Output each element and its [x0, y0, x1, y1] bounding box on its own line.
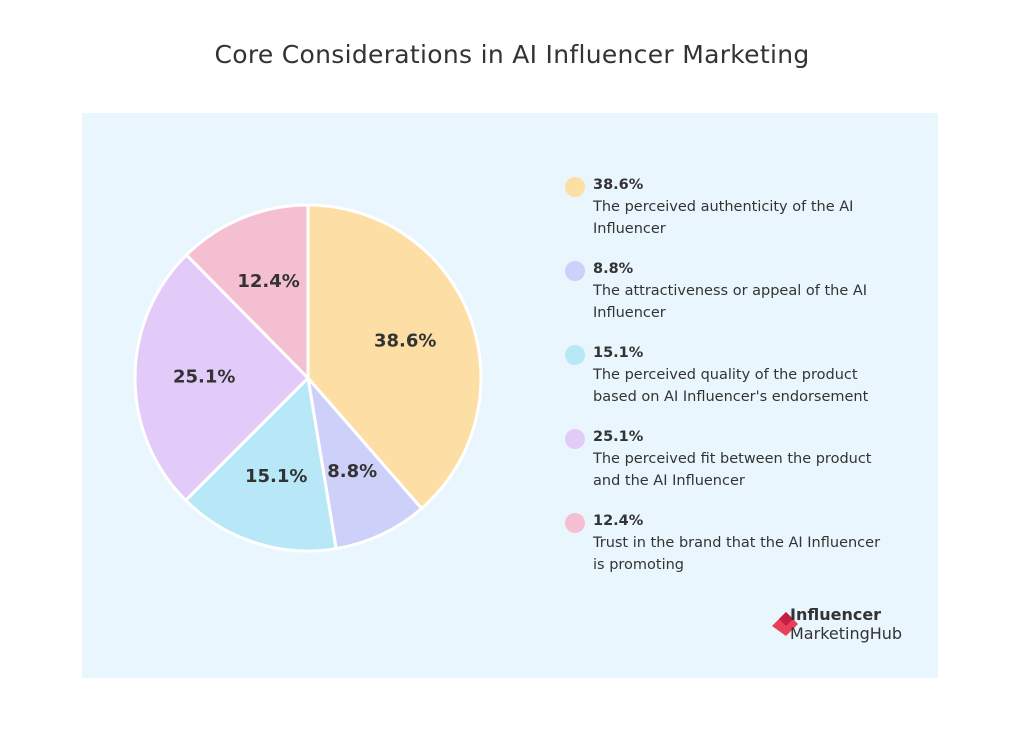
slice-label: 25.1%	[173, 367, 235, 388]
pie: 38.6% 8.8% 15.1% 25.1% 12.4%	[133, 203, 483, 553]
slice-label: 38.6%	[374, 331, 436, 352]
brand-logo: Influencer MarketingHub	[772, 605, 902, 643]
legend-value: 8.8%	[593, 261, 634, 277]
legend-swatch	[565, 429, 585, 449]
legend-label: The perceived quality of the product bas…	[593, 367, 869, 405]
slice-label: 8.8%	[327, 461, 377, 482]
pie-slice	[306, 376, 424, 551]
legend-swatch	[565, 261, 585, 281]
legend-swatch	[565, 177, 585, 197]
slice-label: 12.4%	[237, 271, 299, 292]
logo-text: Influencer	[790, 605, 881, 624]
legend-text: 38.6% The perceived authenticity of the A…	[593, 174, 893, 240]
logo-mark	[779, 612, 793, 626]
legend-label: The perceived fit between the product an…	[593, 451, 872, 489]
legend-value: 38.6%	[593, 177, 644, 193]
legend-text: 12.4% Trust in the brand that the AI Infl…	[593, 510, 893, 576]
legend-value: 15.1%	[593, 345, 644, 361]
legend-value: 25.1%	[593, 429, 644, 445]
legend-text: 15.1% The perceived quality of the produc…	[593, 342, 893, 408]
legend-text: 8.8% The attractiveness or appeal of the …	[593, 258, 893, 324]
legend-swatch	[565, 513, 585, 533]
legend-swatch	[565, 345, 585, 365]
pie-slice	[184, 376, 338, 553]
legend-text: 25.1% The perceived fit between the produ…	[593, 426, 893, 492]
pie-slice	[133, 253, 310, 502]
slice-label: 15.1%	[245, 466, 307, 487]
logo-text: MarketingHub	[790, 624, 902, 643]
legend-label: The perceived authenticity of the AI Inf…	[593, 199, 854, 237]
pie-slice	[184, 203, 310, 380]
legend-label: The attractiveness or appeal of the AI I…	[593, 283, 868, 321]
chart-title: Core Considerations in AI Influencer Mar…	[214, 40, 810, 69]
pie-slice	[306, 203, 483, 510]
legend-value: 12.4%	[593, 513, 644, 529]
legend-label: Trust in the brand that the AI Influence…	[593, 535, 881, 573]
